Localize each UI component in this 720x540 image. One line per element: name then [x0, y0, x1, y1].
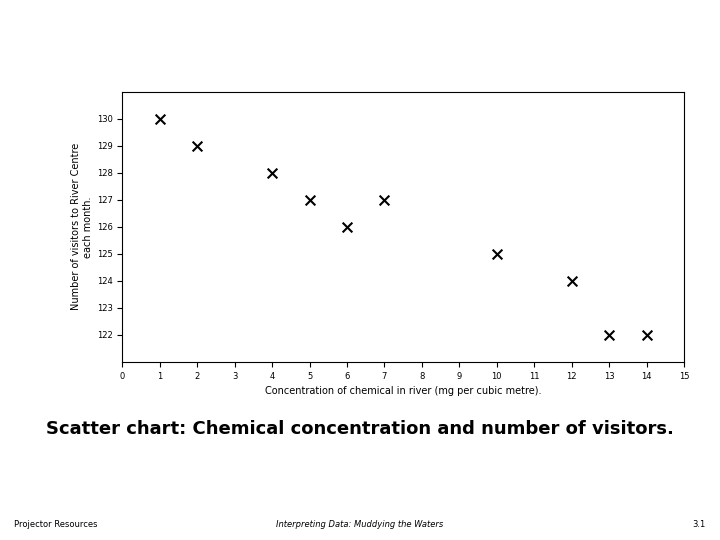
Text: Projector Resources: Projector Resources	[14, 520, 98, 529]
Point	[266, 168, 278, 177]
Point	[341, 222, 353, 231]
Point	[491, 249, 503, 258]
Point	[304, 195, 315, 204]
Point	[154, 114, 166, 123]
Point	[603, 330, 615, 339]
X-axis label: Concentration of chemical in river (mg per cubic metre).: Concentration of chemical in river (mg p…	[265, 386, 541, 396]
Point	[379, 195, 390, 204]
Point	[192, 141, 203, 150]
Text: Interpreting Data: Muddying the Waters: Interpreting Data: Muddying the Waters	[276, 520, 444, 529]
Point	[641, 330, 652, 339]
Text: 3.1: 3.1	[693, 520, 706, 529]
Point	[566, 276, 577, 285]
Y-axis label: Number of visitors to River Centre
each month.: Number of visitors to River Centre each …	[71, 143, 93, 310]
Text: Scatter chart: Chemical concentration and number of visitors.: Scatter chart: Chemical concentration an…	[46, 420, 674, 438]
Text: Muddying the Waters: Scatter Chart: Muddying the Waters: Scatter Chart	[22, 23, 533, 47]
